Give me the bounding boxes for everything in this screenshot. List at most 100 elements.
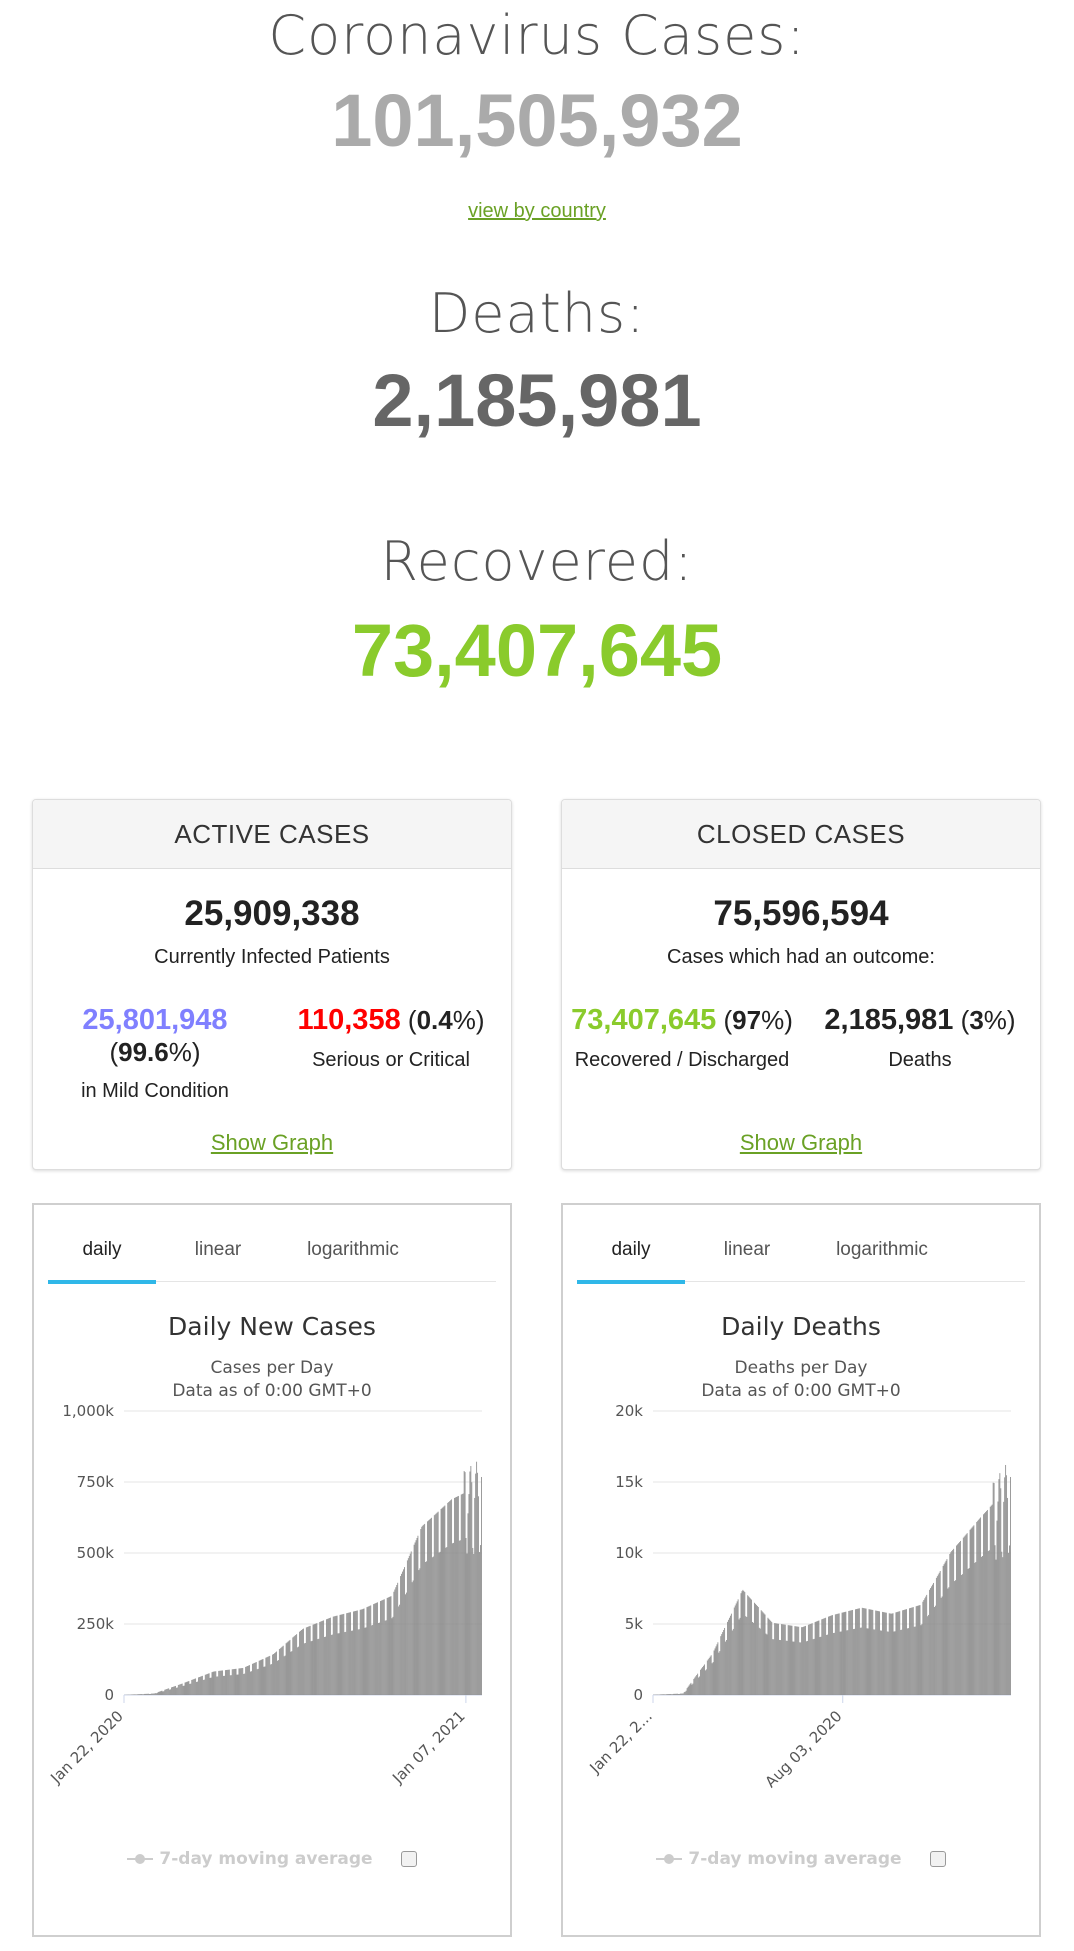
- bar: [478, 1496, 479, 1695]
- bar: [909, 1607, 911, 1695]
- bar: [419, 1568, 421, 1695]
- bar: [301, 1630, 302, 1695]
- bar: [443, 1506, 445, 1695]
- tab-logarithmic[interactable]: logarithmic: [836, 1239, 928, 1260]
- tab-daily[interactable]: daily: [82, 1239, 122, 1260]
- bar: [661, 1694, 663, 1695]
- closed-cases-total-label: Cases which had an outcome:: [667, 946, 935, 968]
- active-show-graph-link[interactable]: Show Graph: [210, 1130, 334, 1155]
- bar: [331, 1634, 333, 1695]
- tab-linear[interactable]: linear: [194, 1239, 242, 1260]
- bar: [904, 1609, 905, 1695]
- bar: [883, 1612, 885, 1695]
- x-tick-label: Jan 22, 2...: [586, 1707, 656, 1777]
- bar: [874, 1629, 876, 1695]
- bar: [770, 1620, 772, 1695]
- y-tick-label: 0: [104, 1686, 114, 1704]
- bar: [375, 1603, 376, 1695]
- bar: [844, 1611, 846, 1695]
- tab-linear[interactable]: linear: [723, 1239, 771, 1260]
- bar: [244, 1673, 246, 1695]
- bar: [917, 1605, 919, 1695]
- bar: [333, 1616, 335, 1695]
- bar: [206, 1674, 208, 1695]
- bar: [667, 1694, 669, 1695]
- bar: [148, 1693, 149, 1695]
- bar: [771, 1622, 773, 1695]
- bar: [474, 1497, 476, 1695]
- bar: [794, 1626, 796, 1695]
- cases-legend-checkbox[interactable]: [400, 1851, 417, 1867]
- bar: [908, 1628, 909, 1695]
- bar: [141, 1694, 143, 1695]
- serious-critical-label: Serious or Critical: [312, 1049, 470, 1071]
- view-by-country-link[interactable]: view by country: [468, 200, 606, 222]
- bar: [259, 1660, 261, 1695]
- bar: [993, 1483, 995, 1695]
- bar: [715, 1646, 717, 1695]
- bar: [1003, 1501, 1005, 1695]
- bar: [1002, 1557, 1004, 1695]
- bar: [338, 1633, 340, 1695]
- bar: [781, 1624, 783, 1695]
- closed-show-graph-link[interactable]: Show Graph: [739, 1130, 863, 1155]
- bar: [793, 1641, 795, 1695]
- cases-legend[interactable]: 7-day moving average: [34, 1849, 510, 1869]
- bar: [905, 1609, 906, 1695]
- bar: [196, 1681, 197, 1695]
- bar: [714, 1648, 716, 1695]
- bar: [877, 1610, 879, 1695]
- bar: [807, 1624, 809, 1695]
- bar: [226, 1669, 227, 1695]
- bar: [998, 1479, 1000, 1695]
- bar: [460, 1494, 462, 1695]
- bar: [203, 1679, 205, 1695]
- deaths-total: 2,185,981: [372, 359, 702, 442]
- bar: [176, 1687, 178, 1695]
- bar: [907, 1628, 908, 1695]
- bar: [309, 1625, 311, 1695]
- bar: [948, 1587, 950, 1695]
- cases-chart-data-note: Data as of 0:00 GMT+0: [172, 1381, 372, 1401]
- bar: [755, 1604, 757, 1695]
- bar: [798, 1626, 800, 1695]
- bar: [133, 1694, 135, 1695]
- bar: [741, 1591, 743, 1695]
- bar: [278, 1649, 280, 1695]
- bar: [241, 1668, 243, 1695]
- bar: [721, 1634, 723, 1695]
- tab-logarithmic[interactable]: logarithmic: [307, 1239, 399, 1260]
- bar: [716, 1644, 718, 1695]
- bar: [882, 1611, 883, 1695]
- bar: [215, 1671, 217, 1695]
- bar: [172, 1686, 173, 1695]
- bar: [213, 1671, 215, 1695]
- deaths-legend[interactable]: 7-day moving average: [563, 1849, 1039, 1869]
- bar: [865, 1608, 867, 1695]
- bar: [938, 1572, 940, 1695]
- bar: [298, 1646, 300, 1695]
- moving-average-icon: [656, 1853, 683, 1865]
- bar: [949, 1553, 951, 1695]
- bar: [152, 1693, 154, 1695]
- bar: [719, 1651, 721, 1695]
- bar: [680, 1693, 682, 1695]
- bar: [208, 1673, 210, 1695]
- bar: [947, 1588, 949, 1695]
- bar: [336, 1615, 338, 1695]
- bar: [731, 1630, 733, 1695]
- bar: [1001, 1551, 1003, 1695]
- bar: [369, 1605, 371, 1695]
- bar: [329, 1617, 331, 1695]
- bar: [785, 1640, 787, 1695]
- bar: [878, 1611, 880, 1695]
- deaths-legend-checkbox[interactable]: [929, 1851, 946, 1867]
- bar: [139, 1694, 141, 1695]
- bar: [477, 1472, 479, 1695]
- tab-daily[interactable]: daily: [611, 1239, 651, 1260]
- bar: [281, 1646, 283, 1695]
- bar: [402, 1571, 403, 1695]
- bar: [347, 1612, 349, 1695]
- bar: [454, 1497, 455, 1695]
- bar: [689, 1684, 691, 1695]
